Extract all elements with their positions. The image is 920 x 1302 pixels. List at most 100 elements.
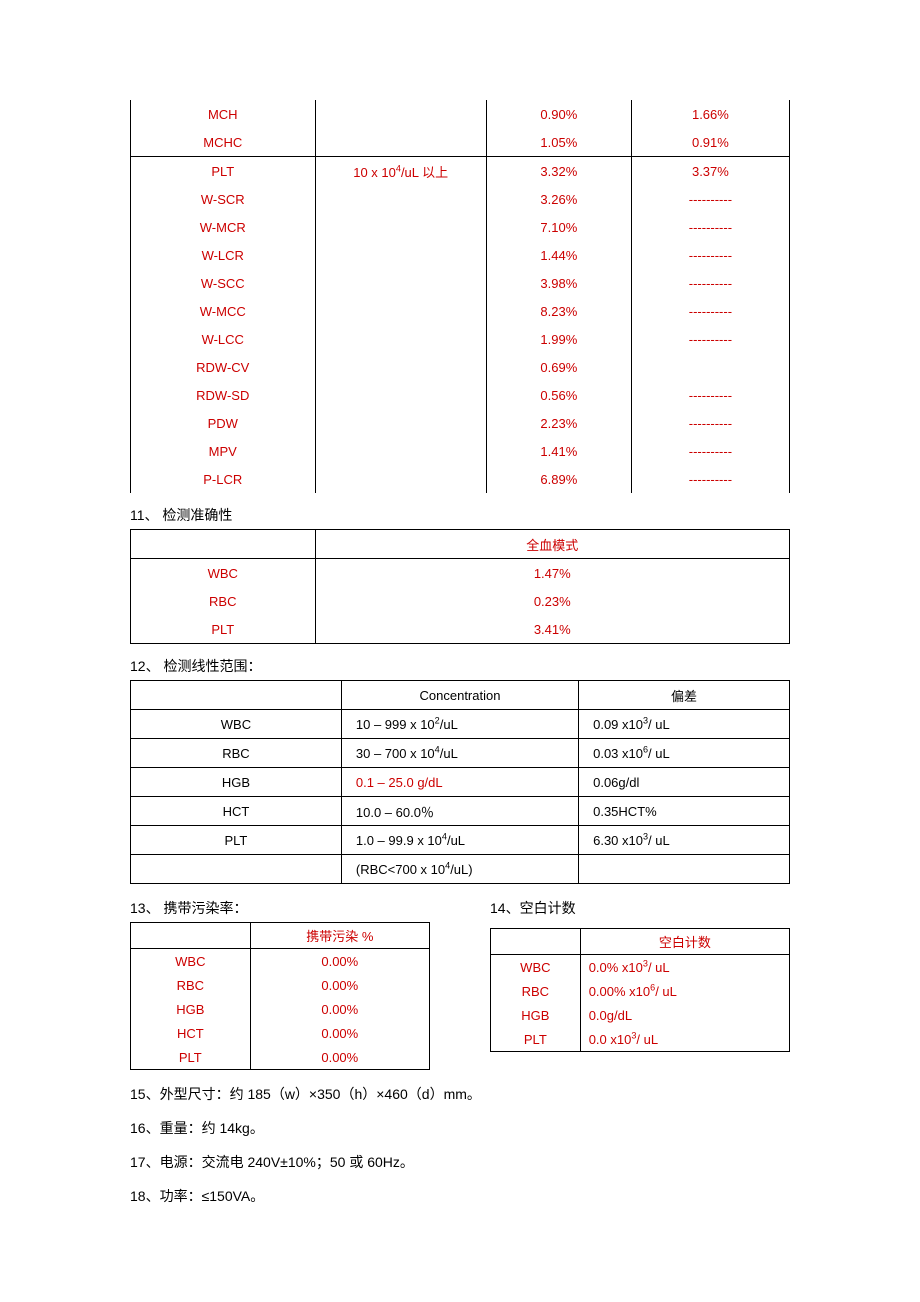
table-row: PLT3.41% — [131, 615, 790, 644]
table-row: HCT10.0 – 60.0％0.35HCT% — [131, 797, 790, 826]
value-cell: 0.56% — [486, 381, 631, 409]
param-cell: W-SCC — [131, 269, 316, 297]
header-cell: Concentration — [341, 681, 578, 710]
value-cell: 0.00% — [250, 997, 429, 1021]
table-header-row: 全血模式 — [131, 530, 790, 559]
table-blankcount: 空白计数 WBC0.0% x103/ uLRBC0.00% x106/ uLHG… — [490, 928, 790, 1052]
table-row: HGB0.1 – 25.0 g/dL0.06g/dl — [131, 768, 790, 797]
table-parameters: MCH0.90%1.66%MCHC1.05%0.91%PLT10 x 104/u… — [130, 100, 790, 493]
value-cell — [315, 437, 486, 465]
param-cell: MCH — [131, 100, 316, 128]
table-row: W-MCR7.10%---------- — [131, 213, 790, 241]
value-cell: ---------- — [631, 437, 789, 465]
param-cell: HGB — [131, 997, 251, 1021]
table-row: WBC1.47% — [131, 559, 790, 588]
param-cell: PLT — [131, 1045, 251, 1070]
paragraph: 17、电源：交流电 240V±10%；50 或 60Hz。 — [130, 1152, 790, 1172]
param-cell: RDW-SD — [131, 381, 316, 409]
table-row: MPV1.41%---------- — [131, 437, 790, 465]
paragraph: 16、重量：约 14kg。 — [130, 1118, 790, 1138]
table-row: HGB0.0g/dL — [491, 1003, 790, 1027]
table-row: W-LCR1.44%---------- — [131, 241, 790, 269]
param-cell: P-LCR — [131, 465, 316, 493]
value-cell — [315, 185, 486, 213]
param-cell: PLT — [131, 826, 342, 855]
value-cell: 6.30 x103/ uL — [579, 826, 790, 855]
value-cell — [315, 325, 486, 353]
table-row: RDW-CV 0.69% — [131, 353, 790, 381]
table-accuracy: 全血模式 WBC1.47%RBC0.23%PLT3.41% — [130, 529, 790, 644]
table-header-row: 空白计数 — [491, 929, 790, 955]
param-cell: RBC — [131, 587, 316, 615]
value-cell: 1.99% — [486, 325, 631, 353]
table-row: RBC0.23% — [131, 587, 790, 615]
table-row: PLT1.0 – 99.9 x 104/uL6.30 x103/ uL — [131, 826, 790, 855]
param-cell: PLT — [131, 157, 316, 186]
value-cell: 0.00% x106/ uL — [580, 979, 789, 1003]
value-cell: 3.26% — [486, 185, 631, 213]
table-row: RBC0.00% — [131, 973, 430, 997]
value-cell: 0.0 x103/ uL — [580, 1027, 789, 1052]
value-cell: 10 x 104/uL 以上 — [315, 157, 486, 186]
value-cell: 0.90% — [486, 100, 631, 128]
value-cell: 3.98% — [486, 269, 631, 297]
param-cell: RDW-CV — [131, 353, 316, 381]
value-cell: ---------- — [631, 213, 789, 241]
section-11-heading: 11、 检测准确性 — [130, 505, 790, 525]
param-cell: W-LCR — [131, 241, 316, 269]
value-cell: ---------- — [631, 241, 789, 269]
table-row: W-SCR3.26%---------- — [131, 185, 790, 213]
table-row: W-MCC8.23%---------- — [131, 297, 790, 325]
value-cell — [315, 353, 486, 381]
value-cell: 8.23% — [486, 297, 631, 325]
param-cell: W-MCR — [131, 213, 316, 241]
header-cell: 携带污染 % — [250, 923, 429, 949]
value-cell: 0.91% — [631, 128, 789, 157]
value-cell: 0.35HCT% — [579, 797, 790, 826]
table-carryover: 携带污染 % WBC0.00%RBC0.00%HGB0.00%HCT0.00%P… — [130, 922, 430, 1070]
value-cell: 10 – 999 x 102/uL — [341, 710, 578, 739]
table-row: MCH 0.90%1.66% — [131, 100, 790, 128]
value-cell: 1.05% — [486, 128, 631, 157]
two-column-row: 13、 携带污染率： 携带污染 % WBC0.00%RBC0.00%HGB0.0… — [130, 886, 790, 1070]
param-cell: MCHC — [131, 128, 316, 157]
section-13-heading: 13、 携带污染率： — [130, 898, 430, 918]
param-cell: PDW — [131, 409, 316, 437]
empty-cell — [131, 855, 342, 884]
value-cell: ---------- — [631, 297, 789, 325]
value-cell: 0.69% — [486, 353, 631, 381]
empty-cell — [579, 855, 790, 884]
param-cell: HCT — [131, 1021, 251, 1045]
value-cell — [631, 353, 789, 381]
paragraph-list: 15、外型尺寸：约 185（w）×350（h）×460（d）mm。16、重量：约… — [130, 1084, 790, 1206]
value-cell: 2.23% — [486, 409, 631, 437]
param-cell: WBC — [491, 955, 581, 980]
table-row: PLT10 x 104/uL 以上3.32%3.37% — [131, 157, 790, 186]
param-cell: WBC — [131, 949, 251, 974]
value-cell: 0.23% — [315, 587, 789, 615]
value-cell: 0.0% x103/ uL — [580, 955, 789, 980]
table-row: RBC30 – 700 x 104/uL0.03 x106/ uL — [131, 739, 790, 768]
param-cell: MPV — [131, 437, 316, 465]
table-row: RBC0.00% x106/ uL — [491, 979, 790, 1003]
param-cell: HGB — [131, 768, 342, 797]
value-cell: 1.66% — [631, 100, 789, 128]
value-cell: 0.00% — [250, 949, 429, 974]
param-cell: PLT — [491, 1027, 581, 1052]
param-cell: W-SCR — [131, 185, 316, 213]
value-cell: 1.0 – 99.9 x 104/uL — [341, 826, 578, 855]
param-cell: RBC — [131, 973, 251, 997]
value-cell: 10.0 – 60.0％ — [341, 797, 578, 826]
table-row: MCHC 1.05%0.91% — [131, 128, 790, 157]
param-cell: PLT — [131, 615, 316, 644]
page: MCH0.90%1.66%MCHC1.05%0.91%PLT10 x 104/u… — [0, 0, 920, 1302]
value-cell — [315, 241, 486, 269]
table-row: WBC10 – 999 x 102/uL0.09 x103/ uL — [131, 710, 790, 739]
value-cell: ---------- — [631, 325, 789, 353]
table-header-row: Concentration 偏差 — [131, 681, 790, 710]
value-cell: 1.47% — [315, 559, 789, 588]
value-cell: 3.37% — [631, 157, 789, 186]
value-cell: 6.89% — [486, 465, 631, 493]
value-cell — [315, 409, 486, 437]
value-cell — [315, 128, 486, 157]
